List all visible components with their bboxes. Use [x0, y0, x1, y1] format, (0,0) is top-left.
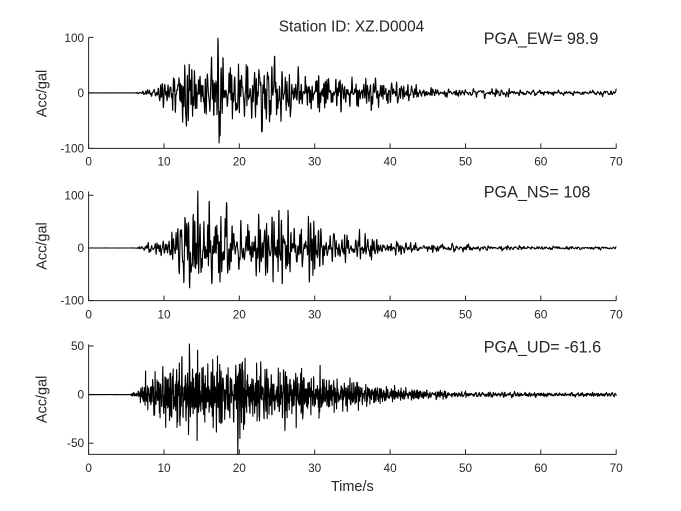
svg-text:0: 0 [85, 461, 92, 475]
svg-text:0: 0 [78, 86, 85, 100]
svg-text:40: 40 [384, 461, 398, 475]
svg-text:0: 0 [78, 388, 85, 402]
svg-text:10: 10 [157, 308, 171, 322]
svg-text:40: 40 [384, 155, 398, 169]
svg-text:20: 20 [233, 308, 247, 322]
svg-text:50: 50 [71, 339, 85, 353]
svg-text:70: 70 [610, 461, 624, 475]
svg-text:PGA_EW= 98.9: PGA_EW= 98.9 [484, 30, 599, 48]
svg-text:20: 20 [233, 461, 247, 475]
svg-text:0: 0 [85, 155, 92, 169]
svg-text:70: 70 [610, 308, 624, 322]
svg-text:50: 50 [459, 155, 473, 169]
svg-text:40: 40 [384, 308, 398, 322]
svg-text:-50: -50 [67, 436, 84, 450]
svg-text:PGA_UD= -61.6: PGA_UD= -61.6 [484, 338, 601, 356]
svg-text:30: 30 [308, 155, 322, 169]
svg-text:50: 50 [459, 461, 473, 475]
svg-text:Time/s: Time/s [331, 479, 374, 495]
svg-text:30: 30 [308, 461, 322, 475]
svg-text:PGA_NS= 108: PGA_NS= 108 [484, 183, 591, 201]
svg-text:100: 100 [64, 31, 84, 45]
svg-text:30: 30 [308, 308, 322, 322]
svg-text:Acc/gal: Acc/gal [35, 376, 51, 424]
svg-text:10: 10 [157, 461, 171, 475]
svg-text:-100: -100 [60, 141, 84, 155]
svg-text:60: 60 [534, 155, 548, 169]
svg-text:60: 60 [534, 308, 548, 322]
svg-text:Acc/gal: Acc/gal [35, 222, 51, 270]
svg-text:Station ID: XZ.D0004: Station ID: XZ.D0004 [279, 19, 425, 36]
svg-text:10: 10 [157, 155, 171, 169]
svg-text:0: 0 [85, 308, 92, 322]
svg-text:0: 0 [78, 241, 85, 255]
svg-text:50: 50 [459, 308, 473, 322]
svg-text:20: 20 [233, 155, 247, 169]
svg-text:70: 70 [610, 155, 624, 169]
svg-text:100: 100 [64, 188, 84, 202]
svg-text:Acc/gal: Acc/gal [35, 70, 51, 118]
svg-text:-100: -100 [60, 294, 84, 308]
svg-text:60: 60 [534, 461, 548, 475]
